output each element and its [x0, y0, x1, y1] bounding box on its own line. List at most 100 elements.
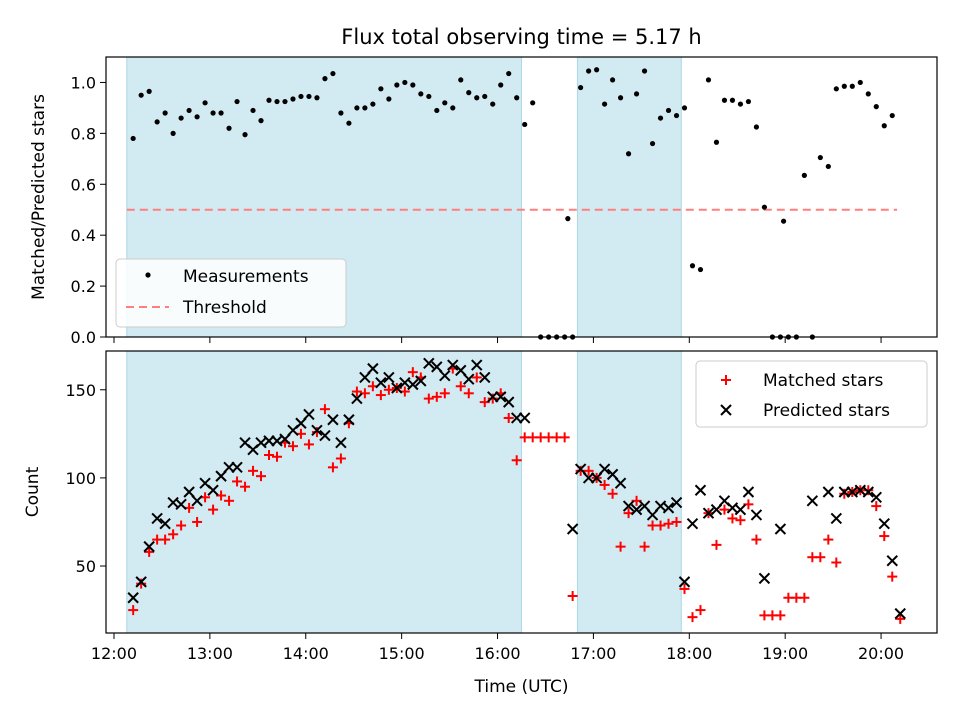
measurement-point [633, 91, 640, 97]
measurement-point [673, 112, 680, 119]
measurement-point [418, 91, 424, 97]
predicted-star-point [638, 500, 651, 512]
measurement-point [602, 101, 608, 107]
predicted-star-point [183, 486, 195, 498]
x-tick-label: 14:00 [283, 644, 329, 663]
predicted-star-point [734, 503, 747, 516]
matched-star-point [176, 520, 187, 531]
predicted-star-point [343, 414, 355, 426]
measurement-point [218, 110, 224, 116]
measurement-point [586, 68, 592, 74]
matched-star-point [815, 552, 826, 563]
predicted-star-point [231, 461, 243, 474]
measurement-point [282, 98, 288, 105]
matched-star-point [679, 583, 690, 594]
predicted-star-point [479, 371, 491, 384]
x-tick-label: 19:00 [762, 644, 808, 663]
measurement-point [873, 104, 879, 110]
matched-star-point [407, 367, 418, 378]
predicted-star-point [367, 362, 379, 375]
predicted-star-point [471, 359, 483, 371]
matched-star-point [511, 455, 522, 466]
legend-marker-measurements [145, 272, 151, 278]
matched-star-point [471, 372, 482, 383]
predicted-star-point [686, 518, 699, 530]
matched-star-point [751, 534, 762, 545]
measurement-point [490, 101, 496, 107]
predicted-star-point [127, 592, 139, 604]
x-tick-label: 15:00 [379, 644, 425, 663]
matched-star-point [439, 388, 450, 399]
measurement-point [474, 95, 480, 101]
matched-stars-series [128, 363, 906, 624]
matched-star-point [775, 610, 786, 621]
matched-star-point [208, 504, 219, 515]
measurement-point [594, 67, 600, 73]
y-tick-label: 0.2 [71, 277, 96, 296]
measurement-point [649, 140, 656, 147]
measurement-point [665, 107, 672, 114]
predicted-star-point [175, 498, 187, 511]
measurement-point [450, 105, 456, 111]
measurement-point [354, 105, 360, 111]
measurement-point [641, 68, 648, 74]
measurement-point [689, 263, 696, 269]
measurement-point [146, 88, 152, 94]
measurement-point [857, 79, 863, 86]
measurement-point [370, 101, 376, 107]
predicted-star-point [455, 364, 467, 377]
predicted-star-point [574, 463, 587, 475]
measurement-point [178, 115, 184, 121]
predicted-star-point [702, 507, 715, 519]
count-x-ticks: 12:00 13:00 14:00 15:00 16:00 17:00 18:00 19:00… [91, 633, 904, 663]
matched-star-point [303, 439, 314, 450]
matched-star-point [160, 534, 171, 545]
predicted-star-point [423, 357, 435, 370]
matched-star-point [503, 412, 514, 423]
measurement-point [186, 107, 192, 114]
matched-star-point [423, 393, 434, 404]
predicted-stars-series [127, 357, 906, 620]
predicted-star-point [495, 391, 507, 403]
x-tick-label: 13:00 [187, 644, 233, 663]
matched-star-point [327, 462, 338, 473]
predicted-star-point [207, 484, 219, 496]
matched-star-point [559, 432, 570, 443]
measurement-point [266, 97, 272, 103]
measurement-point [657, 115, 664, 121]
measurement-point [625, 151, 632, 157]
measurement-point [210, 110, 216, 116]
measurement-point [713, 139, 720, 145]
y-tick-label: 150 [65, 381, 96, 400]
matched-star-point [455, 381, 466, 392]
matched-star-point [224, 495, 235, 506]
measurement-point [801, 172, 807, 178]
predicted-star-point [622, 500, 635, 512]
predicted-star-point [598, 463, 611, 475]
matched-star-point [351, 386, 362, 397]
matched-star-point [895, 613, 906, 624]
matched-star-point [248, 465, 259, 476]
predicted-star-point [351, 392, 363, 405]
measurement-point [290, 96, 296, 102]
measurement-point [729, 97, 736, 103]
matched-star-point [144, 546, 155, 557]
matched-star-point [287, 441, 298, 452]
predicted-star-point [191, 495, 203, 507]
measurement-point [202, 100, 208, 106]
x-tick-label: 20:00 [858, 644, 904, 663]
legend-label: Threshold [182, 298, 267, 318]
y-tick-label: 0.4 [71, 226, 96, 245]
matched-star-point [232, 476, 243, 487]
matched-star-point [721, 375, 731, 385]
predicted-star-point [327, 414, 339, 426]
measurement-point [466, 90, 472, 96]
matched-star-point [735, 515, 746, 526]
matched-star-point [639, 541, 650, 552]
x-tick-label: 18:00 [666, 644, 712, 663]
predicted-star-point [806, 495, 819, 507]
measurement-point [833, 86, 839, 92]
y-tick-label: 1.0 [71, 73, 96, 92]
measurement-point [258, 118, 264, 124]
predicted-star-point [215, 470, 227, 482]
